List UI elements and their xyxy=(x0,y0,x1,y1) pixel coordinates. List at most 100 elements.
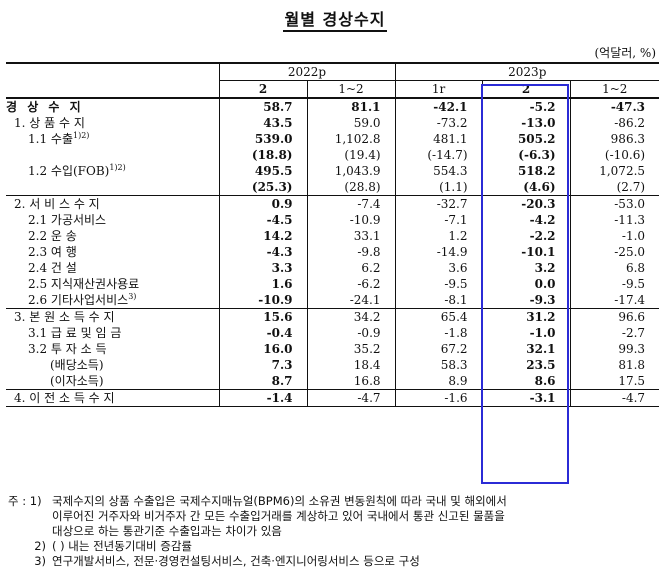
row-label: 1.2 수입(FOB)1)2) xyxy=(28,163,126,179)
col-header: 1~2 xyxy=(569,80,660,98)
value-cell: 3.2 xyxy=(481,260,571,276)
value-cell: -4.2 xyxy=(481,212,571,228)
value-cell: 18.4 xyxy=(306,357,396,373)
row-label: 2.4 건 설 xyxy=(28,261,77,275)
value-cell: 481.1 xyxy=(394,131,483,147)
value-cell: -10.9 xyxy=(306,212,396,228)
value-cell: 1,102.8 xyxy=(306,131,396,147)
value-cell: 8.6 xyxy=(481,373,571,390)
note-3: 연구개발서비스, 전문·경영컨설팅서비스, 건축·엔지니어링서비스 등으로 구성 xyxy=(52,554,420,568)
value-cell: -9.5 xyxy=(394,276,483,292)
row-label: 2.5 지식재산권사용료 xyxy=(28,277,140,291)
table-row: (이자소득) 8.7 16.8 8.9 8.6 17.5 xyxy=(6,373,660,390)
value-cell: 1,043.9 xyxy=(306,163,396,179)
value-cell: (1.1) xyxy=(394,179,483,196)
highlight-box-2023-feb xyxy=(481,84,569,484)
table-row: 2.6 기타사업서비스3) -10.9 -24.1 -8.1 -9.3 -17.4 xyxy=(6,292,660,309)
row-label: (배당소득) xyxy=(50,358,104,372)
value-cell: -1.4 xyxy=(218,389,307,407)
value-cell: 35.2 xyxy=(306,341,396,357)
value-cell: -9.8 xyxy=(306,244,396,260)
note-2: ( ) 내는 전년동기대비 증감률 xyxy=(52,539,192,553)
table-row: 1.1 수출1)2) 539.0 1,102.8 481.1 505.2 986.3 xyxy=(6,131,660,147)
value-cell: (19.4) xyxy=(306,147,396,163)
header-blank xyxy=(6,62,219,81)
value-cell: 81.1 xyxy=(306,97,396,115)
footnote-ref: 1)2) xyxy=(109,163,126,172)
value-cell: -14.9 xyxy=(394,244,483,260)
value-cell: (2.7) xyxy=(569,179,660,196)
footnotes: 주 : 1) 국제수지의 상품 수출입은 국제수지매뉴얼(BPM6)의 소유권 … xyxy=(8,494,668,569)
value-cell: 518.2 xyxy=(481,163,571,179)
value-cell: 67.2 xyxy=(394,341,483,357)
value-cell: 16.0 xyxy=(218,341,307,357)
value-cell: (-6.3) xyxy=(481,147,571,163)
value-cell: -1.0 xyxy=(569,228,660,244)
row-label: 경 상 수 지 xyxy=(6,97,219,115)
row-label: 3.2 투 자 소 득 xyxy=(28,342,107,356)
value-cell: 7.3 xyxy=(218,357,307,373)
value-cell: -1.8 xyxy=(394,325,483,341)
value-cell: -6.2 xyxy=(306,276,396,292)
value-cell: 58.7 xyxy=(218,97,307,115)
row-label: 2.3 여 행 xyxy=(28,245,77,259)
row-label: 3.1 급 료 및 임 금 xyxy=(28,326,122,340)
value-cell: 23.5 xyxy=(481,357,571,373)
value-cell: (28.8) xyxy=(306,179,396,196)
header-blank-2 xyxy=(6,81,219,99)
value-cell: 1,072.5 xyxy=(569,163,660,179)
value-cell: (18.8) xyxy=(218,147,307,163)
value-cell: -86.2 xyxy=(569,115,660,131)
value-cell: -47.3 xyxy=(569,97,660,115)
value-cell: 31.2 xyxy=(481,308,571,325)
table-row: 2.2 운 송 14.2 33.1 1.2 -2.2 -1.0 xyxy=(6,228,660,244)
year-header-2022: 2022p xyxy=(218,62,396,81)
col-header: 2 xyxy=(218,80,307,98)
value-cell: 8.9 xyxy=(394,373,483,390)
row-label: 2. 서 비 스 수 지 xyxy=(6,195,219,212)
table-row: 3.1 급 료 및 임 금 -0.4 -0.9 -1.8 -1.0 -2.7 xyxy=(6,325,660,341)
value-cell: -1.6 xyxy=(394,389,483,407)
row-label: 2.6 기타사업서비스3) xyxy=(28,292,137,308)
value-cell: -11.3 xyxy=(569,212,660,228)
footnote-ref: 1)2) xyxy=(72,131,90,140)
table-row: 2.5 지식재산권사용료 1.6 -6.2 -9.5 0.0 -9.5 xyxy=(6,276,660,292)
value-cell: 65.4 xyxy=(394,308,483,325)
col-header: 1~2 xyxy=(306,80,396,98)
value-cell: 6.8 xyxy=(569,260,660,276)
value-cell: 1.2 xyxy=(394,228,483,244)
table-row: (배당소득) 7.3 18.4 58.3 23.5 81.8 xyxy=(6,357,660,373)
table-row: 경 상 수 지 58.7 81.1 -42.1 -5.2 -47.3 xyxy=(6,97,660,115)
value-cell: (-14.7) xyxy=(394,147,483,163)
table-row: 2. 서 비 스 수 지 0.9 -7.4 -32.7 -20.3 -53.0 xyxy=(6,195,660,212)
value-cell: -5.2 xyxy=(481,97,571,115)
row-label: 4. 이 전 소 득 수 지 xyxy=(6,389,219,407)
table-row: (25.3) (28.8) (1.1) (4.6) (2.7) xyxy=(6,179,660,196)
row-label: (이자소득) xyxy=(50,374,104,388)
value-cell: 99.3 xyxy=(569,341,660,357)
value-cell: 15.6 xyxy=(218,308,307,325)
value-cell: 43.5 xyxy=(218,115,307,131)
row-label: 3. 본 원 소 득 수 지 xyxy=(6,308,219,325)
table-row: (18.8) (19.4) (-14.7) (-6.3) (-10.6) xyxy=(6,147,660,163)
current-account-table: 2022p 2023p 2 1~2 1r 2 1~2 경 상 수 지 58.7 81… xyxy=(6,62,660,407)
value-cell: -32.7 xyxy=(394,195,483,212)
value-cell: 14.2 xyxy=(218,228,307,244)
value-cell: (25.3) xyxy=(218,179,307,196)
row-label: 1. 상 품 수 지 xyxy=(14,116,85,130)
col-header: 1r xyxy=(394,80,483,98)
value-cell: 495.5 xyxy=(218,163,307,179)
row-label: 2.1 가공서비스 xyxy=(28,213,107,227)
table-row: 3.2 투 자 소 득 16.0 35.2 67.2 32.1 99.3 xyxy=(6,341,660,357)
value-cell: -2.7 xyxy=(569,325,660,341)
value-cell: -4.3 xyxy=(218,244,307,260)
value-cell: 554.3 xyxy=(394,163,483,179)
value-cell: -10.9 xyxy=(218,292,307,309)
value-cell: -42.1 xyxy=(394,97,483,115)
value-cell: 17.5 xyxy=(569,373,660,390)
footnote-ref: 3) xyxy=(128,292,137,301)
value-cell: (4.6) xyxy=(481,179,571,196)
unit-label: (억달러, %) xyxy=(594,46,656,60)
note-3-key: 3) xyxy=(34,554,46,568)
value-cell: 16.8 xyxy=(306,373,396,390)
